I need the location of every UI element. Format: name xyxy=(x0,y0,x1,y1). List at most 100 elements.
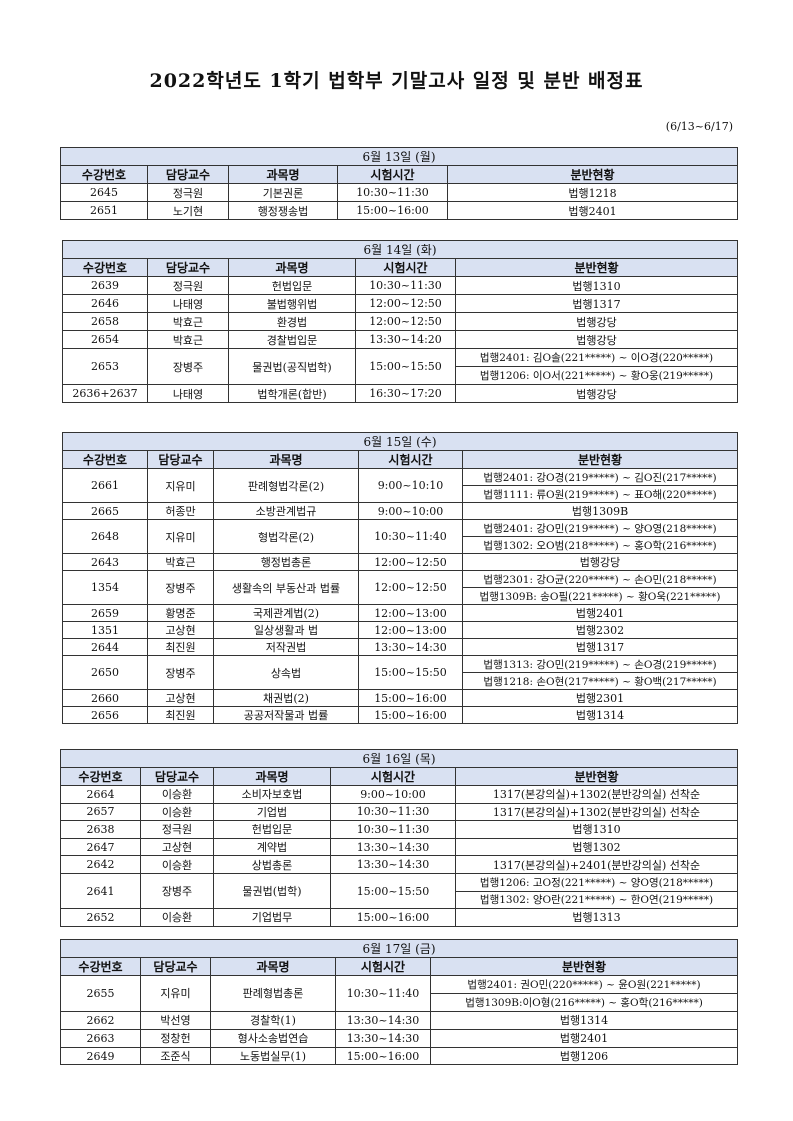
course-number: 2642 xyxy=(60,855,141,874)
room-assignment: 1317(본강의실)+1302(분반강의실) 선착순 xyxy=(454,802,739,822)
exam-time: 9:00~10:00 xyxy=(358,502,463,520)
exam-time: 12:00~12:50 xyxy=(355,294,456,313)
professor: 고상현 xyxy=(147,621,214,639)
table-row: 2661 지유미 판례형법각론(2) 9:00~10:10 법행2401: 강O경(21… xyxy=(62,468,739,503)
column-header-row: 수강번호 담당교수 과목명 시험시간 분반현황 xyxy=(62,450,739,469)
table-row: 2647 고상현 계약법 13:30~14:30 법행1302 xyxy=(60,837,739,857)
course-name: 판례형법각론(2) xyxy=(213,468,359,503)
professor: 이승환 xyxy=(140,908,214,927)
exam-time: 10:30~11:30 xyxy=(337,183,448,202)
column-header: 과목명 xyxy=(213,450,359,469)
room-assignment: 법행강당 xyxy=(461,553,739,571)
course-number: 2651 xyxy=(60,201,148,220)
course-name: 기본권론 xyxy=(228,183,338,202)
course-name: 기업법 xyxy=(213,802,331,822)
room-assignment: 법행1313: 강O민(219*****) ~ 손O경(219*****) xyxy=(461,655,739,673)
room-assignment: 법행2401: 권O민(220*****) ~ 윤O원(221*****) xyxy=(429,975,739,994)
exam-schedule-table: 6월 16일 (목) 수강번호 담당교수 과목명 시험시간 분반현황 2664 이승환 소비자보… xyxy=(59,749,739,927)
room-assignment: 법행1309B:이O형(216*****) ~ 홍O학(216*****) xyxy=(429,992,739,1012)
room-assignment: 법행2401 xyxy=(429,1028,739,1048)
course-number: 1351 xyxy=(62,621,148,639)
course-name: 판례형법총론 xyxy=(210,975,336,1012)
course-name: 소비자보호법 xyxy=(213,785,331,804)
room-assignment: 법행1111: 류O원(219*****) ~ 표O해(220*****) xyxy=(461,485,739,503)
column-header: 시험시간 xyxy=(330,767,456,786)
course-number: 2662 xyxy=(60,1010,141,1030)
room-assignment: 법행1314 xyxy=(429,1010,739,1030)
table-row: 2659 황명준 국제관계법(2) 12:00~13:00 법행2401 xyxy=(62,604,739,622)
column-header: 분반현황 xyxy=(461,450,739,469)
professor: 나태영 xyxy=(147,294,229,313)
professor: 고상현 xyxy=(147,689,214,707)
room-assignment: 법행2301 xyxy=(461,689,739,707)
column-header: 시험시간 xyxy=(358,450,463,469)
column-header: 분반현황 xyxy=(454,258,739,277)
day-label: 6월 15일 (수) xyxy=(61,432,739,451)
column-header: 담당교수 xyxy=(147,450,214,469)
course-number: 2654 xyxy=(62,330,148,349)
course-number: 2661 xyxy=(62,468,148,503)
room-assignment: 법행1206: 고O정(221*****) ~ 양O영(218*****) xyxy=(454,872,739,892)
room-assignment: 법행1218 xyxy=(446,183,739,202)
day-header-row: 6월 16일 (목) xyxy=(59,749,739,768)
room-assignment: 법행1309B xyxy=(461,502,739,520)
exam-time: 13:30~14:30 xyxy=(335,1010,431,1030)
professor: 고상현 xyxy=(140,837,214,857)
course-name: 계약법 xyxy=(213,837,331,857)
exam-time: 12:00~13:00 xyxy=(358,621,463,639)
exam-time: 13:30~14:30 xyxy=(330,855,456,874)
course-name: 불법행위법 xyxy=(228,294,356,313)
day-header-row: 6월 13일 (월) xyxy=(59,147,739,166)
course-number: 2655 xyxy=(60,975,141,1012)
course-name: 상속법 xyxy=(213,655,359,690)
exam-time: 13:30~14:30 xyxy=(335,1028,431,1048)
day-header-row: 6월 14일 (화) xyxy=(61,240,739,259)
course-name: 헌법입문 xyxy=(213,820,331,839)
table-row: 2654 박효근 경찰법입문 13:30~14:20 법행강당 xyxy=(62,330,739,349)
course-number: 2652 xyxy=(60,908,141,927)
professor: 박효근 xyxy=(147,330,229,349)
table-row: 2652 이승환 기업법무 15:00~16:00 법행1313 xyxy=(60,908,739,927)
professor: 박효근 xyxy=(147,312,229,331)
table-row-continued: 법행1302: 양O란(221*****) ~ 한O연(219*****) xyxy=(61,890,739,910)
course-name: 소방관계법규 xyxy=(213,502,359,520)
exam-schedule-table: 6월 17일 (금) 수강번호 담당교수 과목명 시험시간 분반현황 2655 지유미 판례형법… xyxy=(59,939,739,1066)
room-assignment: 법행강당 xyxy=(454,330,739,349)
course-number: 2663 xyxy=(60,1028,141,1048)
exam-time: 15:00~16:00 xyxy=(358,706,463,724)
exam-time: 12:00~12:50 xyxy=(358,570,463,605)
exam-time: 15:00~16:00 xyxy=(330,908,456,927)
table-row: 2639 정극원 헌법입문 10:30~11:30 법행1310 xyxy=(62,276,739,295)
table-row: 2644 최진원 저작권법 13:30~14:30 법행1317 xyxy=(62,638,739,656)
exam-schedule-table: 6월 13일 (월) 수강번호 담당교수 과목명 시험시간 분반현황 2645 정극원 기본권론… xyxy=(59,147,739,220)
exam-time: 15:00~16:00 xyxy=(358,689,463,707)
exam-time: 13:30~14:20 xyxy=(355,330,456,349)
course-name: 물권법(공직법학) xyxy=(228,348,356,385)
course-number: 2636+2637 xyxy=(62,384,148,403)
exam-time: 15:00~16:00 xyxy=(337,201,448,220)
course-name: 노동법실무(1) xyxy=(210,1046,336,1066)
room-assignment: 법행1218: 손O현(217*****) ~ 황O백(217*****) xyxy=(461,672,739,690)
course-number: 2657 xyxy=(60,802,141,822)
table-row: 1354 장병주 생활속의 부동산과 법률 12:00~12:50 법행2301: 강O… xyxy=(62,570,739,605)
professor: 정창헌 xyxy=(140,1028,211,1048)
room-assignment: 법행1310 xyxy=(454,276,739,295)
professor: 최진원 xyxy=(147,638,214,656)
exam-time: 10:30~11:30 xyxy=(330,802,456,822)
table-row: 2651 노기현 행정쟁송법 15:00~16:00 법행2401 xyxy=(60,201,739,220)
table-row: 2663 정창헌 형사소송법연습 13:30~14:30 법행2401 xyxy=(60,1028,739,1048)
column-header: 과목명 xyxy=(210,957,336,976)
room-assignment: 법행1302: 오O범(218*****) ~ 홍O학(216*****) xyxy=(461,536,739,554)
room-assignment: 법행2301: 강O균(220*****) ~ 손O민(218*****) xyxy=(461,570,739,588)
room-assignment: 법행1302: 양O란(221*****) ~ 한O연(219*****) xyxy=(454,890,739,910)
table-row-continued: 법행1309B: 송O필(221*****) ~ 황O욱(221*****) xyxy=(63,587,739,605)
course-name: 경찰학(1) xyxy=(210,1010,336,1030)
column-header: 담당교수 xyxy=(147,258,229,277)
course-name: 행정법총론 xyxy=(213,553,359,571)
table-row: 2646 나태영 불법행위법 12:00~12:50 법행1317 xyxy=(62,294,739,313)
room-assignment: 법행1206 xyxy=(429,1046,739,1066)
professor: 장병주 xyxy=(147,655,214,690)
professor: 이승환 xyxy=(140,802,214,822)
professor: 정극원 xyxy=(147,183,229,202)
room-assignment: 법행강당 xyxy=(454,384,739,403)
